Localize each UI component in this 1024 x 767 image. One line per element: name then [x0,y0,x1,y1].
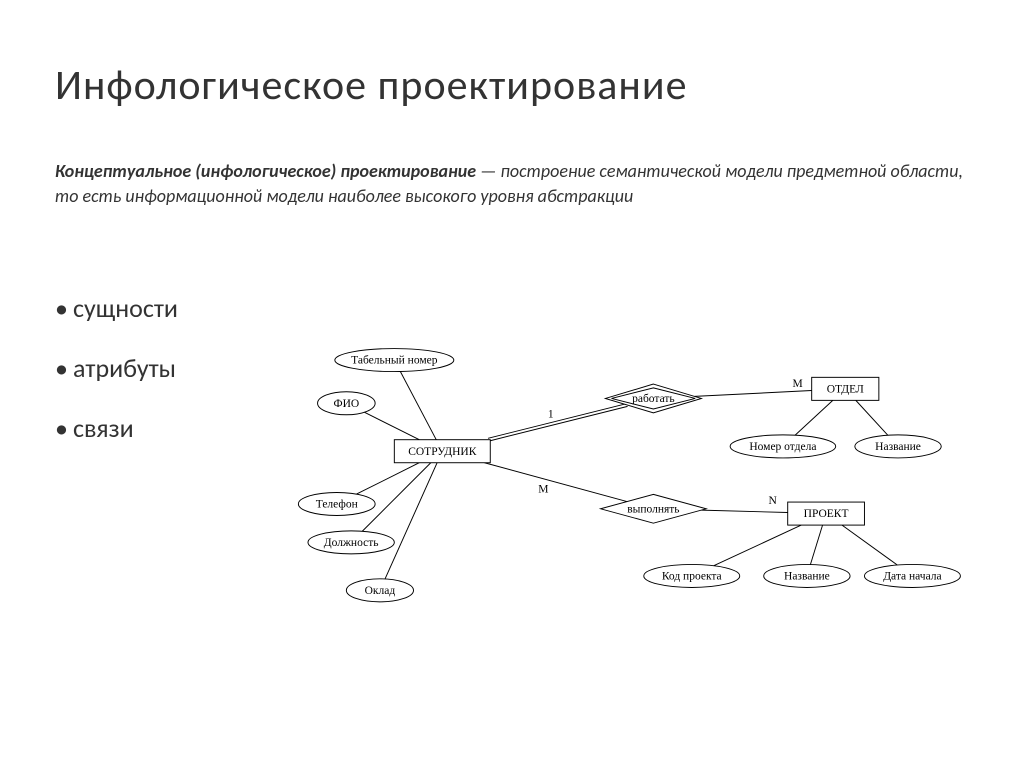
subtitle-bold: Концептуальное (инфологическое) проектир… [55,160,476,182]
attr-edge [714,525,801,566]
attr-edge [795,400,833,435]
cardinality-label: N [769,495,778,507]
cardinality-label: 1 [548,409,554,421]
attr-edge [385,463,437,579]
svg-text:ПРОЕКТ: ПРОЕКТ [804,508,849,520]
attr-edge [856,400,888,435]
svg-text:Название: Название [875,441,921,453]
attr-edge [357,463,420,494]
svg-text:СОТРУДНИК: СОТРУДНИК [408,446,477,458]
cardinality-label: M [793,378,803,390]
svg-text:ФИО: ФИО [333,398,359,410]
svg-text:выполнять: выполнять [627,503,679,515]
er-diagram-svg: СОТРУДНИК ОТДЕЛ ПРОЕКТ работать выполнять Таб… [260,330,970,630]
svg-text:Оклад: Оклад [365,585,396,597]
svg-text:Номер отдела: Номер отдела [749,441,816,453]
svg-text:Название: Название [784,571,830,583]
svg-text:ОТДЕЛ: ОТДЕЛ [827,383,864,395]
rel-edge [701,510,787,512]
attr-edge [842,525,897,565]
svg-text:Дата начала: Дата начала [883,571,941,583]
svg-text:Должность: Должность [324,537,379,549]
slide-title: Инфологическое проектирование [55,60,969,111]
svg-text:Телефон: Телефон [316,499,358,511]
attr-edge [362,463,431,532]
attr-edge [810,525,822,564]
svg-text:Код проекта: Код проекта [662,571,722,583]
attr-edge [400,372,436,440]
cardinality-label: M [538,483,548,495]
svg-text:работать: работать [632,393,675,405]
er-diagram: СОТРУДНИК ОТДЕЛ ПРОЕКТ работать выполнять Таб… [260,330,970,630]
svg-text:Табельный номер: Табельный номер [351,355,438,367]
slide-subtitle: Концептуальное (инфологическое) проектир… [55,159,969,209]
rel-edge [489,406,628,441]
attr-edge [364,412,419,439]
rel-edge [485,463,627,502]
rel-edge [694,391,811,397]
